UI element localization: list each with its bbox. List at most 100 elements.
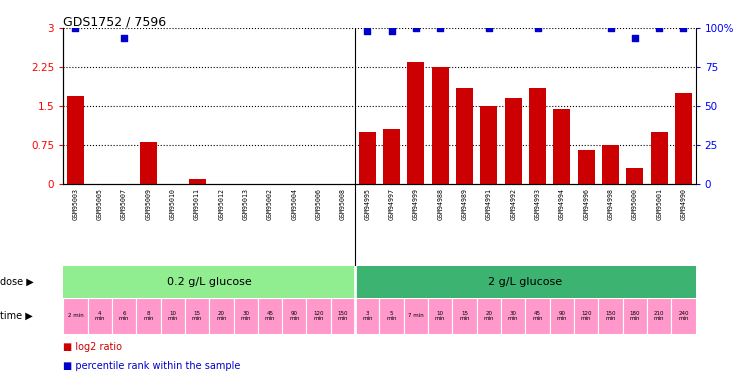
Bar bbox=[602, 145, 619, 184]
Point bbox=[483, 25, 495, 31]
Text: GSM95011: GSM95011 bbox=[194, 188, 200, 220]
Text: GSM95008: GSM95008 bbox=[340, 188, 346, 220]
Bar bbox=[481, 106, 498, 184]
Text: GSM94988: GSM94988 bbox=[437, 188, 443, 220]
Bar bbox=[307, 298, 331, 334]
Bar bbox=[626, 168, 644, 184]
Text: 90
min: 90 min bbox=[289, 310, 300, 321]
Text: 240
min: 240 min bbox=[679, 310, 689, 321]
Point bbox=[362, 28, 373, 34]
Text: 6
min: 6 min bbox=[119, 310, 129, 321]
Bar bbox=[63, 266, 355, 298]
Text: 10
min: 10 min bbox=[435, 310, 446, 321]
Text: GSM94995: GSM94995 bbox=[365, 188, 371, 220]
Text: 20
min: 20 min bbox=[484, 310, 494, 321]
Text: GSM94990: GSM94990 bbox=[681, 188, 687, 220]
Text: 150
min: 150 min bbox=[338, 310, 348, 321]
Text: GSM95000: GSM95000 bbox=[632, 188, 638, 220]
Point bbox=[434, 25, 446, 31]
Text: GSM95006: GSM95006 bbox=[315, 188, 321, 220]
Text: GDS1752 / 7596: GDS1752 / 7596 bbox=[63, 15, 167, 28]
Bar bbox=[185, 298, 209, 334]
Bar bbox=[529, 88, 546, 184]
Text: 20
min: 20 min bbox=[216, 310, 227, 321]
Text: 180
min: 180 min bbox=[629, 310, 640, 321]
Text: time ▶: time ▶ bbox=[0, 311, 33, 321]
Bar bbox=[234, 298, 258, 334]
Bar bbox=[598, 298, 623, 334]
Text: GSM94992: GSM94992 bbox=[510, 188, 516, 220]
Text: 8
min: 8 min bbox=[143, 310, 153, 321]
Bar bbox=[456, 88, 473, 184]
Text: GSM95003: GSM95003 bbox=[72, 188, 78, 220]
Bar bbox=[452, 298, 477, 334]
Text: GSM95001: GSM95001 bbox=[656, 188, 662, 220]
Text: 5
min: 5 min bbox=[386, 310, 397, 321]
Point bbox=[385, 28, 397, 34]
Bar bbox=[404, 298, 428, 334]
Point bbox=[69, 25, 81, 31]
Text: 15
min: 15 min bbox=[459, 310, 469, 321]
Text: 0.2 g/L glucose: 0.2 g/L glucose bbox=[167, 277, 251, 287]
Bar bbox=[428, 298, 452, 334]
Text: GSM95013: GSM95013 bbox=[243, 188, 248, 220]
Text: 120
min: 120 min bbox=[313, 310, 324, 321]
Bar bbox=[359, 132, 376, 184]
Text: GSM94993: GSM94993 bbox=[534, 188, 541, 220]
Bar bbox=[88, 298, 112, 334]
Text: GSM95010: GSM95010 bbox=[170, 188, 176, 220]
Text: 150
min: 150 min bbox=[606, 310, 616, 321]
Text: GSM95002: GSM95002 bbox=[267, 188, 273, 220]
Bar bbox=[282, 298, 307, 334]
Bar bbox=[623, 298, 647, 334]
Text: 30
min: 30 min bbox=[240, 310, 251, 321]
Text: GSM94997: GSM94997 bbox=[388, 188, 394, 220]
Bar bbox=[355, 266, 696, 298]
Bar bbox=[432, 67, 449, 184]
Text: ■ percentile rank within the sample: ■ percentile rank within the sample bbox=[63, 361, 240, 370]
Text: 10
min: 10 min bbox=[167, 310, 178, 321]
Point bbox=[118, 36, 130, 42]
Text: GSM95007: GSM95007 bbox=[121, 188, 127, 220]
Bar bbox=[675, 93, 692, 184]
Point bbox=[653, 25, 665, 31]
Bar bbox=[577, 150, 594, 184]
Text: ■ log2 ratio: ■ log2 ratio bbox=[63, 342, 122, 352]
Bar bbox=[477, 298, 501, 334]
Bar bbox=[379, 298, 404, 334]
Text: GSM94991: GSM94991 bbox=[486, 188, 492, 220]
Text: 30
min: 30 min bbox=[508, 310, 519, 321]
Text: GSM95012: GSM95012 bbox=[218, 188, 225, 220]
Bar bbox=[408, 62, 424, 184]
Bar bbox=[554, 108, 571, 184]
Bar bbox=[383, 129, 400, 184]
Bar bbox=[355, 298, 379, 334]
Text: GSM95004: GSM95004 bbox=[292, 188, 298, 220]
Text: 2 g/L glucose: 2 g/L glucose bbox=[488, 277, 562, 287]
Text: GSM94999: GSM94999 bbox=[413, 188, 419, 220]
Point bbox=[678, 25, 690, 31]
Text: 45
min: 45 min bbox=[265, 310, 275, 321]
Text: GSM95009: GSM95009 bbox=[145, 188, 151, 220]
Text: GSM94998: GSM94998 bbox=[608, 188, 614, 220]
Bar bbox=[574, 298, 598, 334]
Text: 210
min: 210 min bbox=[654, 310, 664, 321]
Text: GSM94989: GSM94989 bbox=[461, 188, 467, 220]
Bar bbox=[550, 298, 574, 334]
Bar bbox=[136, 298, 161, 334]
Text: GSM94996: GSM94996 bbox=[583, 188, 589, 220]
Point bbox=[531, 25, 543, 31]
Bar bbox=[651, 132, 667, 184]
Bar bbox=[161, 298, 185, 334]
Point bbox=[629, 36, 641, 42]
Bar bbox=[67, 96, 84, 184]
Bar bbox=[112, 298, 136, 334]
Bar bbox=[647, 298, 671, 334]
Bar bbox=[331, 298, 355, 334]
Point bbox=[605, 25, 617, 31]
Point bbox=[410, 25, 422, 31]
Text: GSM95005: GSM95005 bbox=[97, 188, 103, 220]
Text: GSM94994: GSM94994 bbox=[559, 188, 565, 220]
Text: 120
min: 120 min bbox=[581, 310, 591, 321]
Bar bbox=[209, 298, 234, 334]
